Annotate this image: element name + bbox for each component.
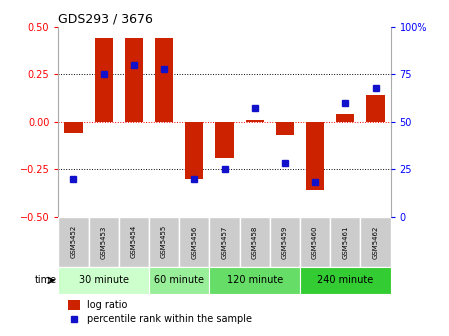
Bar xyxy=(185,122,203,179)
Bar xyxy=(119,217,149,267)
Bar xyxy=(88,217,119,267)
Text: 120 minute: 120 minute xyxy=(227,276,283,285)
Bar xyxy=(58,217,88,267)
Text: GSM5457: GSM5457 xyxy=(221,225,228,258)
Text: 60 minute: 60 minute xyxy=(154,276,204,285)
Bar xyxy=(149,217,179,267)
Bar xyxy=(270,217,300,267)
Bar xyxy=(361,217,391,267)
Text: GSM5462: GSM5462 xyxy=(373,225,379,258)
Text: GSM5456: GSM5456 xyxy=(191,225,197,258)
Bar xyxy=(58,267,149,294)
Bar xyxy=(366,95,385,122)
Text: log ratio: log ratio xyxy=(87,300,127,310)
Text: GSM5452: GSM5452 xyxy=(70,225,76,258)
Text: GSM5459: GSM5459 xyxy=(282,225,288,258)
Bar xyxy=(330,217,361,267)
Text: GDS293 / 3676: GDS293 / 3676 xyxy=(58,13,153,26)
Text: GSM5460: GSM5460 xyxy=(312,225,318,259)
Text: 240 minute: 240 minute xyxy=(317,276,374,285)
Bar xyxy=(125,38,143,122)
Bar xyxy=(155,38,173,122)
Bar xyxy=(216,122,233,158)
Bar xyxy=(179,217,209,267)
Text: GSM5454: GSM5454 xyxy=(131,225,137,258)
Text: percentile rank within the sample: percentile rank within the sample xyxy=(87,314,251,325)
Bar xyxy=(240,217,270,267)
Text: time: time xyxy=(35,276,57,285)
Bar xyxy=(300,217,330,267)
Bar xyxy=(64,122,83,133)
Bar xyxy=(209,267,300,294)
Bar xyxy=(95,38,113,122)
Bar xyxy=(300,267,391,294)
Text: GSM5461: GSM5461 xyxy=(342,225,348,259)
Bar xyxy=(209,217,240,267)
Text: GSM5458: GSM5458 xyxy=(252,225,258,258)
Bar xyxy=(306,122,324,190)
Bar xyxy=(246,120,264,122)
Text: GSM5453: GSM5453 xyxy=(101,225,107,258)
Bar xyxy=(149,267,209,294)
Text: GSM5455: GSM5455 xyxy=(161,225,167,258)
Text: 30 minute: 30 minute xyxy=(79,276,129,285)
Bar xyxy=(336,114,354,122)
Bar xyxy=(276,122,294,135)
Bar xyxy=(68,300,80,310)
